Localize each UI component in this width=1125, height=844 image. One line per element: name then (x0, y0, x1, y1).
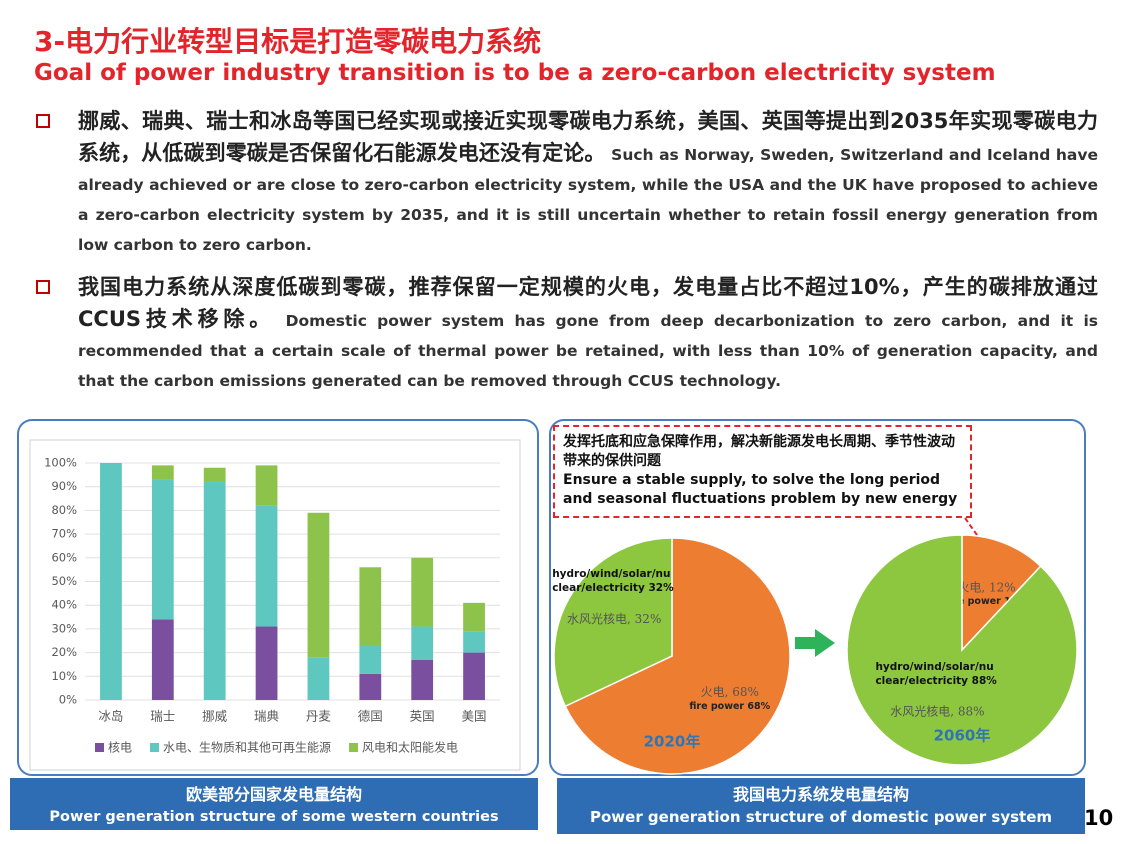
bar-segment (463, 602, 485, 632)
bullet: 我国电力系统从深度低碳到零碳，推荐保留一定规模的火电，发电量占比不超过10%，产… (36, 272, 1098, 396)
bar-segment (151, 479, 174, 620)
slice-label-en: hydro/wind/solar/nuclear/electricity 88% (875, 661, 997, 688)
legend-label: 核电 (108, 741, 132, 755)
bar-segment (100, 463, 122, 700)
arrow (795, 629, 835, 657)
bullet-icon (36, 114, 50, 128)
y-tick-label: 50% (51, 574, 77, 588)
label-box: hydro/wind/solar/nuclear/electricity 88% (875, 661, 997, 688)
annotation-cn: 发挥托底和应急保障作用，解决新能源发电长周期、季节性波动带来的保供问题 (563, 434, 955, 469)
slice-label-en: fire power 68% (689, 700, 771, 712)
y-tick-label: 30% (51, 621, 77, 635)
caption: 欧美部分国家发电量结构 Power generation structure of… (10, 778, 538, 830)
caption-cn: 欧美部分国家发电量结构 (185, 785, 362, 804)
caption-en: Power generation structure of domestic p… (589, 808, 1052, 826)
pie-slice (961, 534, 1042, 652)
y-tick-label: 70% (51, 527, 77, 541)
title-en: Goal of power industry transition is to … (34, 60, 996, 86)
bar-segment (255, 505, 278, 627)
panel (549, 419, 1086, 776)
bar-segment (151, 619, 174, 700)
panel (17, 419, 539, 776)
legend-label: 风电和太阳能发电 (362, 740, 458, 755)
slice-label: 水风光核电, 88% (890, 705, 984, 719)
y-tick-label: 40% (51, 598, 77, 612)
pie-slice (553, 537, 673, 708)
y-tick-label: 90% (51, 479, 77, 493)
bar-segment (359, 673, 382, 700)
pie-title: 2020年 (644, 733, 701, 751)
caption-en: Power generation structure of some weste… (49, 809, 499, 825)
slice-label: 水风光核电, 32% (567, 612, 661, 626)
x-tick-label: 美国 (462, 709, 487, 724)
x-tick-label: 英国 (410, 709, 435, 724)
bar-segment (463, 631, 485, 653)
y-tick-label: 100% (44, 456, 77, 470)
legend-swatch (349, 743, 359, 752)
bullet-cn: 挪威、瑞典、瑞士和冰岛等国已经实现或接近实现零碳电力系统，美国、英国等提出到20… (78, 109, 1098, 165)
bar-segment (307, 657, 330, 700)
bullet-icon (36, 280, 50, 294)
legend-label: 水电、生物质和其他可再生能源 (163, 741, 331, 755)
slice-label-en: fire power 12% (946, 595, 1027, 607)
pie-slice (564, 537, 791, 775)
legend-swatch (150, 743, 160, 752)
bullet-cn: 我国电力系统从深度低碳到零碳，推荐保留一定规模的火电，发电量占比不超过10%，产… (78, 275, 1098, 331)
y-tick-label: 20% (51, 645, 77, 659)
bar-segment (463, 652, 485, 700)
bar-segment (411, 557, 434, 627)
label-box: fire power 68% (689, 700, 771, 712)
slice-label-en: hydro/wind/solar/nuclear/electricity 32% (552, 568, 674, 595)
caption-cn: 我国电力系统发电量结构 (732, 785, 909, 804)
x-tick-label: 挪威 (202, 709, 228, 724)
y-tick-label: 80% (51, 503, 77, 517)
slice-label: 火电, 12% (957, 580, 1015, 594)
bar-segment (359, 645, 382, 674)
pie-slice (846, 534, 1078, 766)
annotation: 发挥托底和应急保障作用，解决新能源发电长周期、季节性波动带来的保供问题 Ensur… (553, 425, 972, 518)
bar-segment (411, 659, 434, 700)
page-number: 10 (1084, 806, 1114, 830)
bar-segment (151, 465, 174, 480)
pie-title: 2060年 (934, 727, 991, 745)
bar-segment (411, 626, 434, 660)
x-tick-label: 德国 (358, 709, 383, 724)
x-tick-label: 瑞士 (150, 709, 175, 724)
x-tick-label: 丹麦 (306, 709, 332, 724)
bar-segment (359, 567, 382, 646)
bullet: 挪威、瑞典、瑞士和冰岛等国已经实现或接近实现零碳电力系统，美国、英国等提出到20… (36, 106, 1098, 260)
bar-segment (255, 465, 278, 506)
annotation-en: Ensure a stable supply, to solve the lon… (563, 472, 958, 507)
y-tick-label: 0% (59, 693, 77, 707)
bar-segment (203, 467, 226, 482)
slice-label: 火电, 68% (701, 685, 759, 699)
bullet-en: Such as Norway, Sweden, Switzerland and … (78, 146, 1098, 254)
label-box: fire power 12% (946, 595, 1027, 607)
x-tick-label: 冰岛 (98, 709, 123, 724)
y-tick-label: 60% (51, 550, 77, 564)
y-tick-label: 10% (51, 669, 77, 683)
caption: 我国电力系统发电量结构 Power generation structure of… (557, 778, 1085, 834)
bar-segment (255, 626, 278, 700)
x-tick-label: 瑞典 (254, 709, 279, 724)
label-box: hydro/wind/solar/nuclear/electricity 32% (552, 568, 674, 595)
title-cn: 3-电力行业转型目标是打造零碳电力系统 (34, 25, 542, 58)
bar-segment (307, 512, 330, 658)
bullet-en: Domestic power system has gone from deep… (78, 312, 1098, 390)
legend-swatch (95, 743, 104, 752)
bar-segment (203, 481, 226, 700)
